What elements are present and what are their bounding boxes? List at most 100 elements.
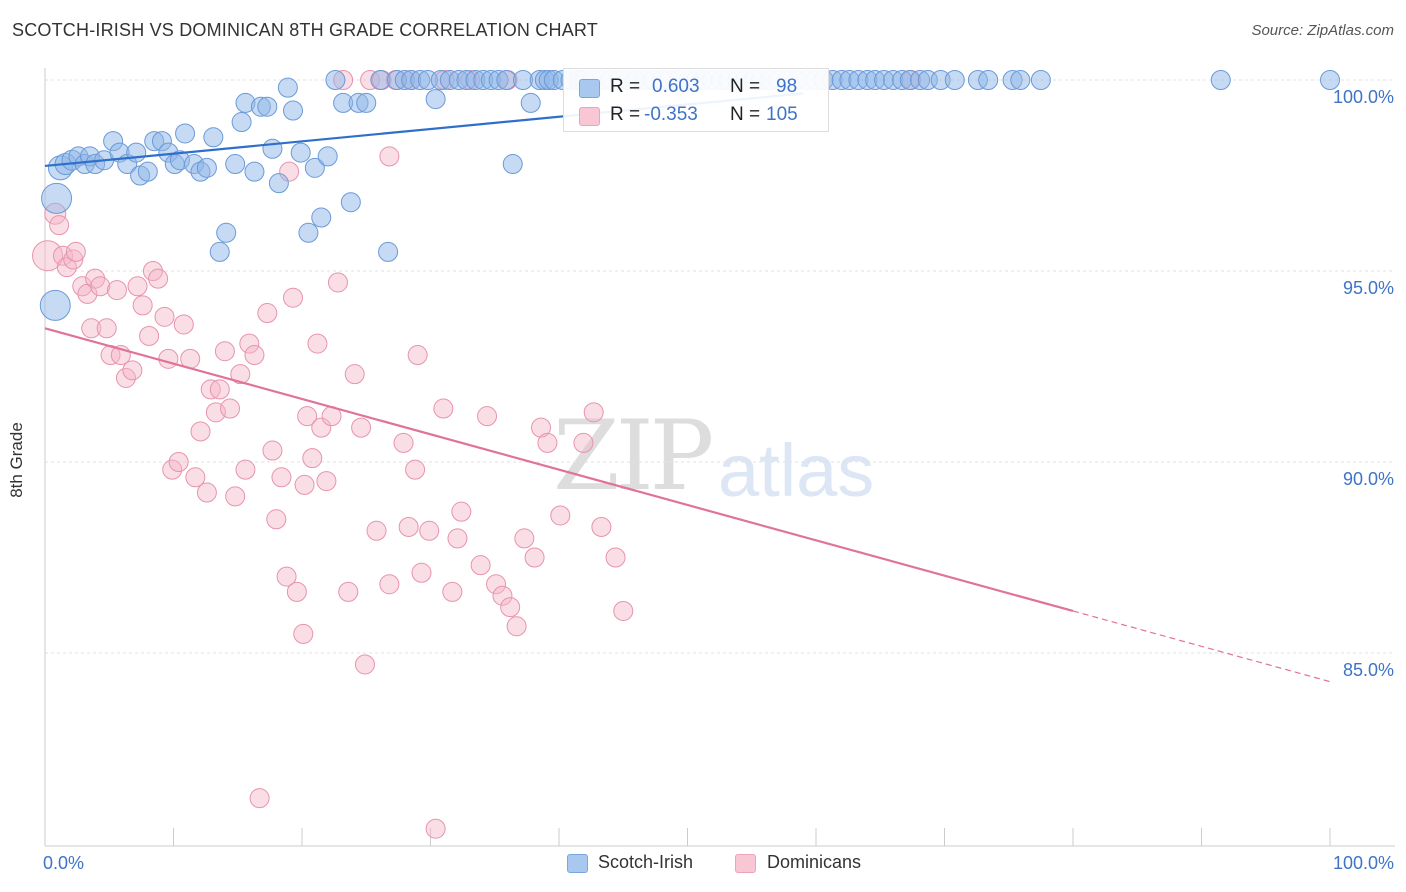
- dominicans-point: [425, 818, 446, 839]
- dominicans-point: [297, 406, 318, 427]
- axes: [44, 68, 1395, 847]
- dominicans-point: [249, 788, 270, 809]
- legend-swatch-dominicans: [579, 107, 600, 126]
- dominicans-point: [81, 318, 102, 339]
- scotch-irish-point: [196, 157, 217, 178]
- y-tick-label: 95.0%: [1342, 278, 1394, 298]
- scotch-irish-point: [298, 222, 319, 243]
- dominicans-point: [214, 341, 235, 362]
- dominicans-point: [316, 471, 337, 492]
- scotch-irish-point: [203, 127, 224, 148]
- dominicans-point: [500, 597, 521, 618]
- dominicans-point: [442, 581, 463, 602]
- legend-swatch-scotch-irish: [579, 79, 600, 98]
- dominicans-point: [127, 276, 148, 297]
- dominicans-point: [605, 547, 626, 568]
- legend-n-value-dominicans: 105: [766, 104, 798, 125]
- scotch-irish-point: [370, 70, 391, 90]
- scotch-irish-point: [216, 222, 237, 243]
- dominicans-point: [354, 654, 375, 675]
- dominicans-point: [190, 421, 211, 442]
- dominicans-point: [531, 417, 552, 438]
- dominicans-point: [239, 333, 260, 354]
- dominicans-point: [168, 452, 189, 472]
- dominicans-point: [262, 440, 283, 461]
- dominicans-point: [244, 345, 265, 366]
- dominicans-point: [537, 432, 558, 453]
- dominicans-point: [148, 268, 169, 289]
- y-tick-label: 90.0%: [1342, 469, 1394, 489]
- watermark-atlas: atlas: [718, 429, 875, 512]
- legend-r-value-scotch-irish: 0.603: [652, 76, 700, 97]
- scotch-irish-point: [425, 89, 446, 110]
- legend-r-value-dominicans: -0.353: [644, 104, 698, 125]
- scotch-irish-point: [231, 112, 252, 133]
- x-tick-label-left: 0.0%: [43, 853, 85, 873]
- scotch-irish-point: [944, 70, 965, 90]
- scotch-irish-point: [268, 173, 289, 194]
- scotch-irish-point: [209, 241, 230, 262]
- bottom-legend-label-dominicans: Dominicans: [767, 852, 862, 872]
- scotch-irish-point: [137, 161, 158, 182]
- dominicans-point: [379, 146, 400, 167]
- scotch-irish-point: [520, 92, 541, 113]
- dominicans-point: [419, 520, 440, 541]
- scotch-irish-point: [340, 192, 361, 213]
- scotch-irish-point: [257, 96, 278, 117]
- scotch-irish-point: [356, 92, 377, 113]
- dominicans-point: [52, 245, 73, 266]
- dominicans-point: [405, 459, 426, 480]
- dominicans-point: [591, 516, 612, 537]
- legend-r-label: R =: [610, 104, 641, 125]
- legend-n-label: N =: [730, 104, 761, 125]
- scotch-irish-point: [978, 70, 999, 90]
- dominicans-point: [451, 501, 472, 522]
- dominicans-point: [327, 272, 348, 293]
- dominicans-point: [550, 505, 571, 526]
- dominicans-point: [158, 348, 179, 369]
- dominicans-point: [411, 562, 432, 583]
- dominicans-point: [276, 566, 297, 587]
- dominicans-point: [366, 520, 387, 541]
- dominicans-point: [344, 364, 365, 385]
- scotch-irish-point: [277, 77, 298, 98]
- dominicans-point: [351, 417, 372, 438]
- dominicans-point: [613, 600, 634, 621]
- scotch-irish-point: [244, 161, 265, 182]
- watermark-zip: ZIP: [553, 400, 714, 512]
- scotch-irish-point: [290, 142, 311, 163]
- scotch-irish-point: [496, 70, 517, 90]
- dominicans-point: [283, 287, 304, 308]
- legend-row-scotch-irish: R = 0.603 N = 98: [564, 73, 828, 101]
- dominicans-point: [307, 333, 328, 354]
- dominicans-point: [96, 318, 117, 339]
- dominicans-point: [209, 379, 230, 400]
- dominicans-point: [433, 398, 454, 419]
- dominicans-point: [514, 528, 535, 549]
- dominicans-points: [32, 70, 922, 839]
- dominicans-point: [63, 249, 84, 270]
- dominicans-point: [185, 467, 206, 488]
- dominicans-point: [49, 215, 70, 236]
- scotch-irish-point: [304, 157, 325, 178]
- scotch-irish-point: [1010, 70, 1031, 90]
- x-tick-label-right: 100.0%: [1332, 853, 1394, 873]
- source-label: Source: ZipAtlas.com: [1251, 22, 1394, 39]
- dominicans-point: [447, 528, 468, 549]
- scotch-irish-point: [1030, 70, 1051, 90]
- legend-r-label: R =: [610, 76, 641, 97]
- y-tick-label: 100.0%: [1332, 87, 1394, 107]
- dominicans-point: [407, 345, 428, 366]
- scotch-irish-point: [283, 100, 304, 121]
- dominicans-trend-extension: [1072, 610, 1331, 683]
- bottom-legend-label-scotch-irish: Scotch-Irish: [598, 852, 694, 872]
- dominicans-point: [506, 616, 527, 637]
- dominicans-point: [393, 432, 414, 453]
- bottom-legend: Scotch-Irish Dominicans: [0, 852, 1406, 878]
- dominicans-point: [293, 623, 314, 644]
- scotch-irish-point: [39, 289, 71, 321]
- dominicans-point: [122, 360, 143, 381]
- dominicans-point: [90, 276, 111, 297]
- dominicans-point: [154, 306, 175, 327]
